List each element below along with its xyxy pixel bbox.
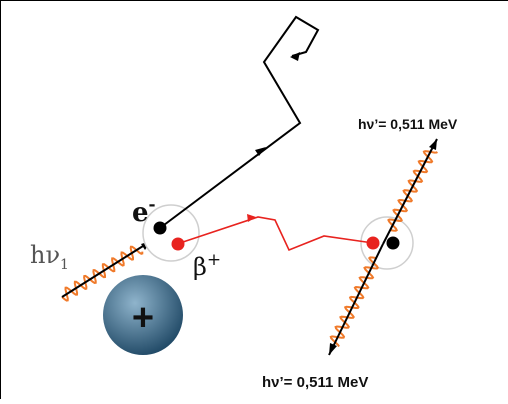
electron-track — [159, 15, 320, 229]
incident-photon-ray — [61, 240, 152, 298]
electron-label: e- — [132, 195, 156, 228]
frame-top-border — [0, 0, 508, 1]
annihilation-photon-up-arrowhead — [429, 139, 437, 150]
annihilation-photon-up — [382, 138, 438, 245]
electron-track-arrow-mid — [255, 147, 266, 156]
nucleus-icon: + — [103, 275, 183, 355]
positron-annihilating-icon — [366, 236, 380, 250]
positron-track-arrow — [247, 214, 256, 222]
annihilation-photon-top-label: hν’= 0,511 MeV — [358, 116, 458, 132]
frame-left-border — [0, 0, 1, 399]
electron-dot-icon — [153, 221, 167, 235]
annihilation-photon-down-arrowhead — [329, 343, 337, 355]
electron-track-arrow-end — [290, 52, 300, 61]
annihilation-photon-down-ray — [328, 243, 384, 356]
positron-label: β+ — [193, 250, 221, 281]
annihilation-photon-up-wave — [387, 150, 438, 232]
incident-photon-label: hν1 — [30, 241, 69, 273]
nucleus-sign: + — [132, 297, 154, 339]
annihilation-photon-down-wave — [329, 256, 380, 348]
annihilation-photon-bottom-label: hν’= 0,511 MeV — [262, 374, 368, 391]
positron-dot-icon — [171, 237, 185, 251]
positron-track — [179, 216, 374, 252]
creation-site-ring — [142, 204, 200, 262]
annihilation-photon-down — [328, 243, 384, 356]
annihilation-photon-up-ray — [382, 138, 438, 245]
electron-annihilating-icon — [386, 236, 400, 250]
